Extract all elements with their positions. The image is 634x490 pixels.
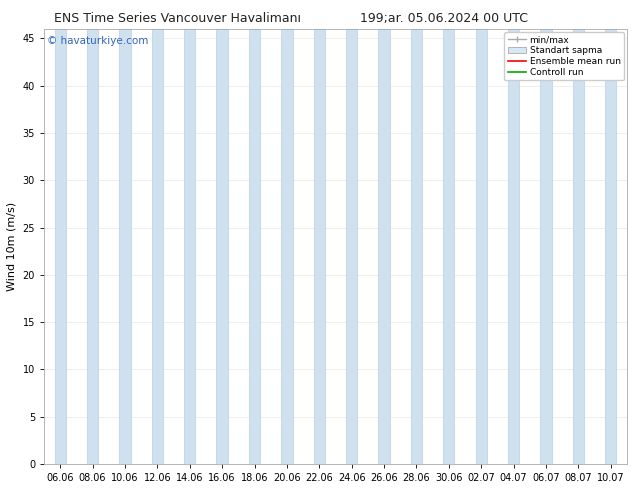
- Bar: [281, 29, 292, 464]
- Bar: [55, 29, 66, 464]
- Legend: min/max, Standart sapma, Ensemble mean run, Controll run: min/max, Standart sapma, Ensemble mean r…: [504, 32, 624, 80]
- Bar: [378, 29, 390, 464]
- Bar: [249, 29, 260, 464]
- Bar: [152, 29, 163, 464]
- Bar: [508, 29, 519, 464]
- Text: 199;ar. 05.06.2024 00 UTC: 199;ar. 05.06.2024 00 UTC: [360, 12, 527, 25]
- Bar: [476, 29, 487, 464]
- Bar: [605, 29, 616, 464]
- Bar: [314, 29, 325, 464]
- Bar: [540, 29, 552, 464]
- Bar: [119, 29, 131, 464]
- Bar: [216, 29, 228, 464]
- Text: ENS Time Series Vancouver Havalimanı: ENS Time Series Vancouver Havalimanı: [54, 12, 301, 25]
- Bar: [346, 29, 358, 464]
- Bar: [443, 29, 455, 464]
- Bar: [411, 29, 422, 464]
- Text: © havaturkiye.com: © havaturkiye.com: [47, 35, 148, 46]
- Bar: [87, 29, 98, 464]
- Bar: [573, 29, 584, 464]
- Y-axis label: Wind 10m (m/s): Wind 10m (m/s): [7, 202, 17, 291]
- Bar: [184, 29, 195, 464]
